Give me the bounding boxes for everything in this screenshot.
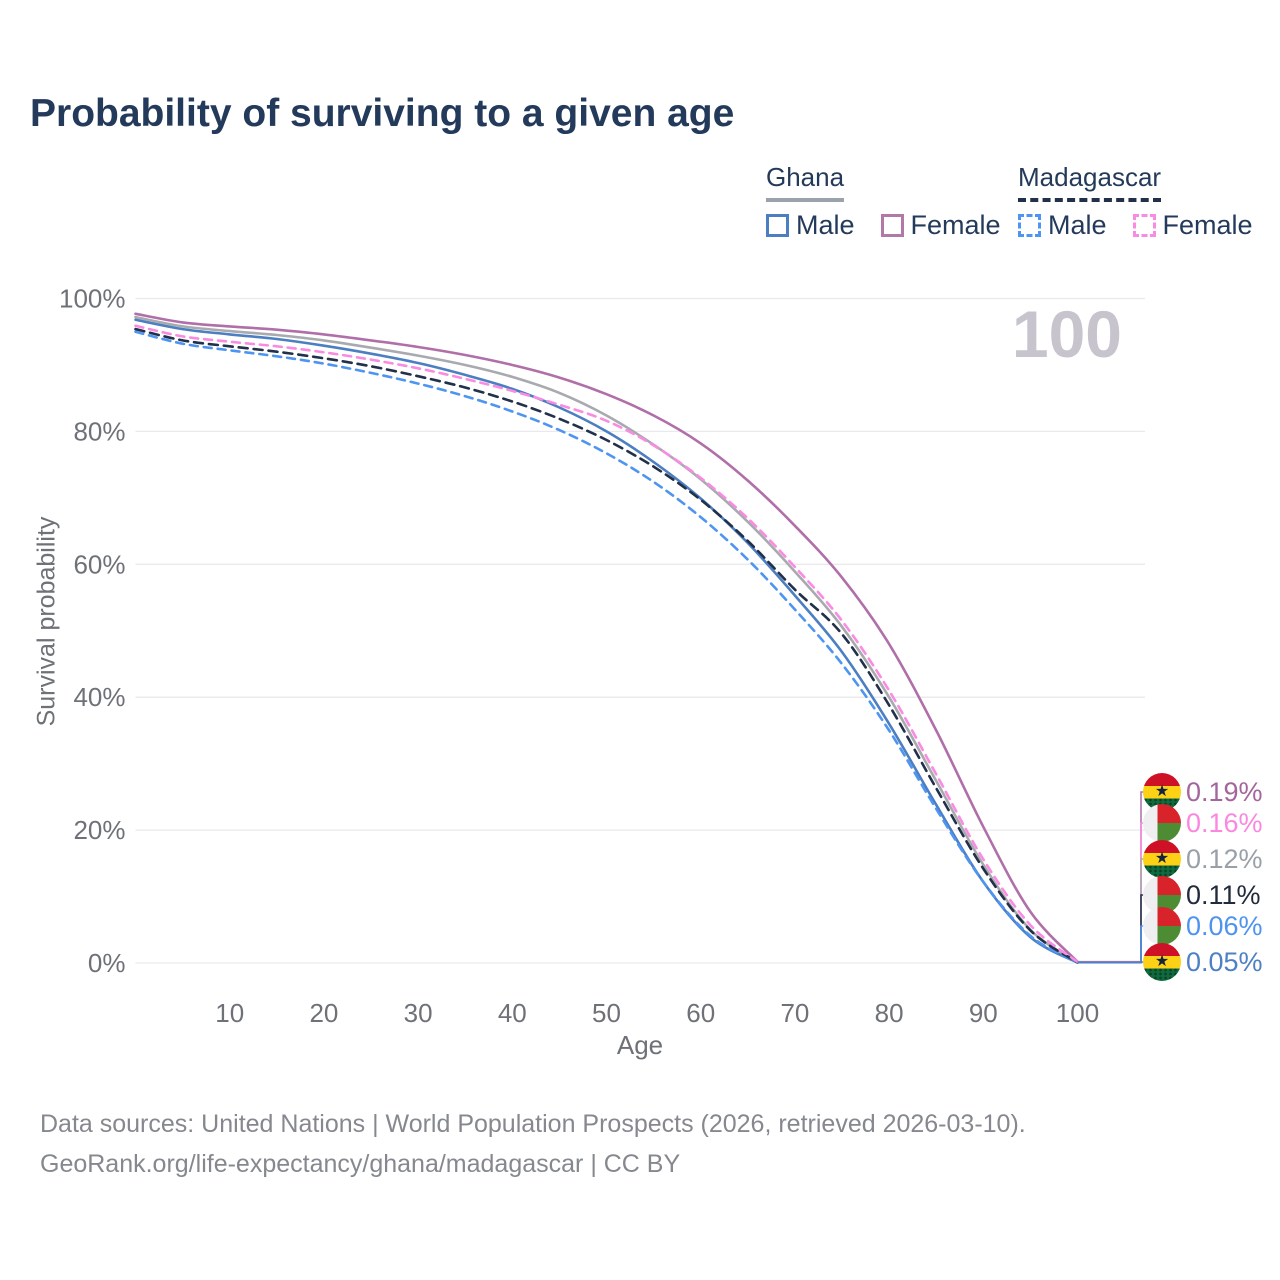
end-connector-madagascar_both (1077, 894, 1146, 964)
legend-item-madagascar-female[interactable]: Female (1132, 210, 1253, 241)
footer-line-2: GeoRank.org/life-expectancy/ghana/madaga… (40, 1150, 681, 1178)
end-label-madagascar_male: 0.06% (1143, 906, 1263, 946)
legend-group-madagascar: Madagascar Male Female (1018, 162, 1277, 241)
end-value-ghana_female: 0.19% (1186, 776, 1263, 807)
end-value-ghana_both: 0.12% (1186, 843, 1263, 874)
end-label-ghana_both: ★ 0.12% (1143, 839, 1263, 879)
end-value-madagascar_female: 0.16% (1186, 807, 1263, 838)
x-tick-50: 50 (592, 998, 621, 1028)
line-ghana_female (134, 312, 1079, 963)
legend-swatch-madagascar-female[interactable] (1132, 214, 1156, 237)
line-madagascar_both (134, 327, 1079, 964)
x-tick-80: 80 (875, 998, 904, 1028)
legend-header-madagascar: Madagascar (1018, 162, 1162, 202)
x-tick-100: 100 (1056, 998, 1099, 1028)
legend-group-ghana: Ghana Male Female (766, 162, 1025, 241)
end-label-ghana_female: ★ 0.19% (1143, 772, 1263, 812)
x-tick-10: 10 (215, 998, 244, 1028)
legend-swatch-madagascar-male[interactable] (1018, 214, 1041, 237)
y-tick-80: 80% (73, 416, 125, 446)
footer: Data sources: United Nations | World Pop… (40, 1104, 1026, 1184)
end-value-madagascar_male: 0.06% (1186, 910, 1263, 941)
y-tick-0: 0% (88, 948, 126, 978)
line-ghana_both (134, 315, 1079, 964)
legend-label-madagascar-female: Female (1162, 210, 1253, 240)
line-madagascar_female (134, 324, 1079, 964)
end-label-madagascar_female: 0.16% (1143, 803, 1263, 843)
x-tick-90: 90 (969, 998, 998, 1028)
end-connector-madagascar_male (1077, 925, 1146, 964)
end-value-ghana_male: 0.05% (1186, 946, 1263, 977)
y-tick-60: 60% (73, 549, 125, 579)
madagascar-flag-icon (1143, 907, 1181, 945)
legend-item-madagascar-male[interactable]: Male (1018, 210, 1107, 241)
legend-item-ghana-male[interactable]: Male (766, 210, 855, 241)
chart-title: Probability of surviving to a given age (30, 92, 735, 135)
legend-label-madagascar-male: Male (1048, 210, 1107, 240)
end-connector-ghana_female (1077, 791, 1146, 963)
end-connector-ghana_male (1077, 961, 1146, 964)
x-axis-title: Age (616, 1030, 664, 1060)
end-label-ghana_male: ★ 0.05% (1143, 942, 1263, 982)
madagascar-flag-icon (1143, 804, 1181, 842)
watermark-age-100: 100 (1011, 297, 1122, 371)
y-tick-20: 20% (73, 815, 125, 845)
line-madagascar_male (134, 330, 1079, 964)
legend-swatch-ghana-female[interactable] (880, 214, 904, 237)
x-tick-60: 60 (686, 998, 715, 1028)
y-tick-100: 100% (59, 284, 126, 314)
end-value-madagascar_both: 0.11% (1186, 879, 1261, 910)
legend-swatch-ghana-male[interactable] (766, 214, 789, 237)
footer-line-1: Data sources: United Nations | World Pop… (40, 1110, 1026, 1138)
end-connector-madagascar_female (1077, 822, 1146, 963)
y-tick-40: 40% (73, 682, 125, 712)
x-tick-40: 40 (498, 998, 527, 1028)
ghana-flag-icon: ★ (1143, 840, 1181, 878)
end-connector-ghana_both (1077, 858, 1146, 963)
legend-item-ghana-female[interactable]: Female (880, 210, 1001, 241)
legend-label-ghana-male: Male (796, 210, 855, 240)
x-tick-70: 70 (780, 998, 809, 1028)
line-ghana_male (134, 318, 1079, 964)
legend-header-ghana: Ghana (766, 162, 845, 202)
x-tick-30: 30 (404, 998, 433, 1028)
legend-label-ghana-female: Female (910, 210, 1001, 240)
ghana-flag-icon: ★ (1143, 943, 1181, 981)
ghana-flag-icon: ★ (1143, 773, 1181, 811)
x-tick-20: 20 (309, 998, 338, 1028)
